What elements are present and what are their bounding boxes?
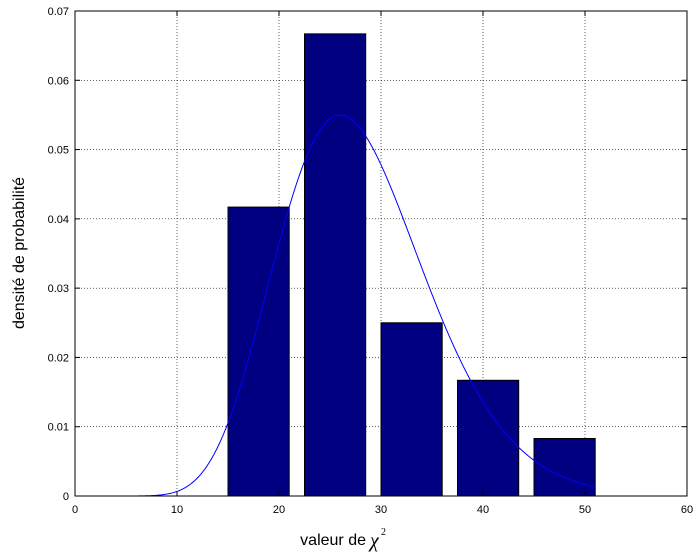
histogram-bar [304,33,367,497]
y-tick-label: 0.04 [48,214,69,226]
x-tick-label: 60 [681,504,693,516]
density-curve [75,114,596,497]
histogram-bar [380,322,443,497]
y-tick-label: 0.02 [48,352,69,364]
y-axis-label: densité de probabilité [11,177,28,329]
x-tick-label: 30 [375,504,387,516]
y-tick-label: 0.05 [48,145,69,157]
y-tick-label: 0.01 [48,422,69,434]
histogram-bar [533,437,596,497]
x-axis-label-superscript: 2 [381,527,386,538]
y-tick-label: 0.07 [48,6,69,18]
x-tick-label: 10 [171,504,183,516]
y-tick-label: 0 [63,491,69,503]
histogram-bar [227,206,290,497]
x-tick-label: 50 [579,504,591,516]
x-axis-label-text: valeur de [300,532,366,549]
y-tick-label: 0.03 [48,283,69,295]
x-axis-label-symbol: χ [368,530,380,552]
bars [227,33,596,497]
x-tick-label: 40 [477,504,489,516]
y-tick-label: 0.06 [48,75,69,87]
ticks: 0 10 20 30 40 50 60 0 0.01 0.02 0.03 0.04 0.05 0.06 0.… [48,6,694,516]
x-tick-label: 0 [72,504,78,516]
x-tick-label: 20 [273,504,285,516]
